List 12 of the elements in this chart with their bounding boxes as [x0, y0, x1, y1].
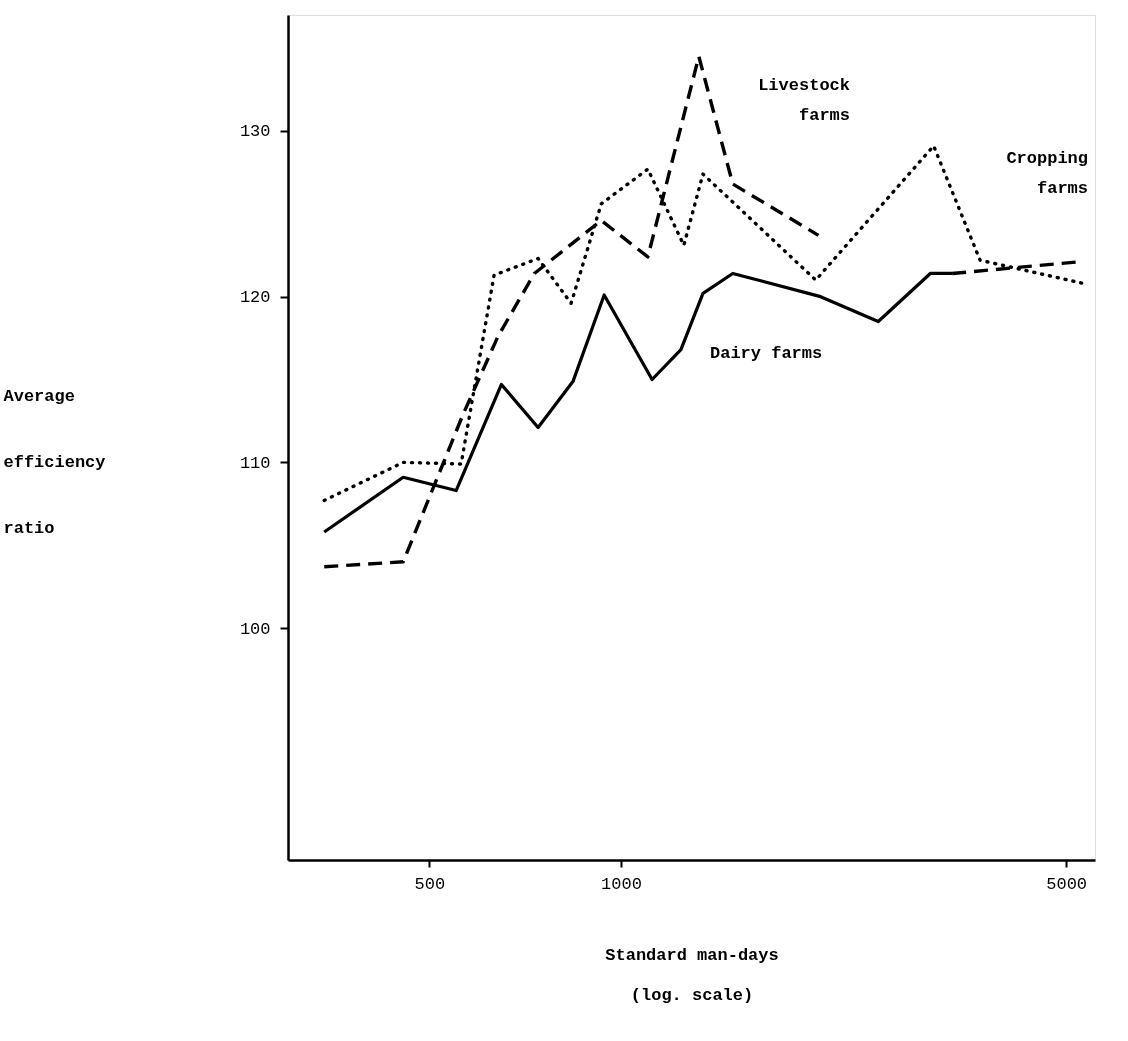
- series-label: Dairy farms: [710, 344, 823, 363]
- y-tick-label: 110: [239, 453, 271, 473]
- text: Cropping farms: [1006, 149, 1088, 198]
- text: Average efficiency ratio: [3, 386, 106, 538]
- y-tick-label: 130: [239, 122, 271, 142]
- x-tick-label: 1000: [601, 874, 642, 894]
- y-tick-label: 100: [239, 619, 271, 639]
- x-tick-label: 5000: [1046, 874, 1088, 894]
- x-tick-label: 500: [414, 874, 446, 894]
- y-tick-label: 120: [239, 288, 271, 308]
- text: Livestock farms: [758, 76, 850, 125]
- text: Standard man-days (log. scale): [605, 945, 779, 1005]
